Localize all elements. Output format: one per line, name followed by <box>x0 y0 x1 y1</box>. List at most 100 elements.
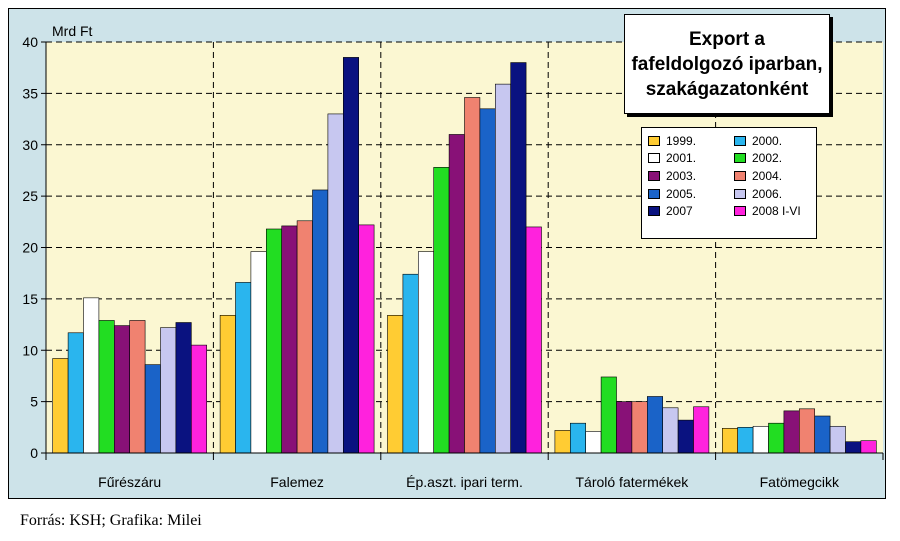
bar <box>358 224 375 454</box>
bar <box>693 406 710 454</box>
legend-label: 1999. <box>666 133 697 148</box>
y-axis-label: Mrd Ft <box>52 23 93 39</box>
bar <box>191 344 208 454</box>
bar <box>829 425 846 454</box>
legend-label: 2008 I-VI <box>752 204 801 219</box>
legend-label: 2006. <box>752 186 783 201</box>
bar <box>129 320 146 454</box>
bar <box>814 415 831 454</box>
bar <box>265 228 282 454</box>
bar <box>144 364 161 454</box>
bar <box>235 282 252 454</box>
x-category-label: Tároló fatermékek <box>575 474 689 490</box>
bar <box>402 273 419 454</box>
legend-swatch <box>734 135 746 146</box>
bar <box>510 62 527 454</box>
legend-label: 2004. <box>752 168 783 183</box>
bar <box>464 97 481 454</box>
legend-label: 2000. <box>752 133 783 148</box>
x-category-label: Fatömegcikk <box>760 474 840 490</box>
legend-item: 2006. <box>734 185 816 203</box>
bar <box>768 422 785 454</box>
bar <box>585 431 602 454</box>
bar <box>219 315 236 454</box>
legend-item: 2004. <box>734 167 816 185</box>
chart-legend: 1999. 2000. 2001. 2002. 2003. 2004. 2005. 2006.… <box>641 127 817 239</box>
bar <box>250 251 267 454</box>
legend-item: 2005. <box>648 185 734 203</box>
y-tick-label: 0 <box>30 445 38 461</box>
bar <box>327 113 344 454</box>
legend-item: 2001. <box>648 150 734 168</box>
bar <box>600 376 617 454</box>
y-tick-label: 40 <box>22 34 38 50</box>
y-tick-label: 30 <box>22 137 38 153</box>
bar <box>342 57 359 454</box>
chart-title-line-1: Export a <box>688 28 766 50</box>
legend-item: 2008 I-VI <box>734 202 816 220</box>
y-tick-label: 35 <box>22 85 38 101</box>
bar <box>631 401 648 454</box>
legend-swatch <box>734 206 746 217</box>
legend-label: 2003. <box>666 168 697 183</box>
bar <box>67 332 84 454</box>
bar <box>83 297 100 454</box>
legend-item: 2002. <box>734 150 816 168</box>
bar <box>494 83 511 454</box>
chart-title-line-2: fafeldolgozó iparban, <box>631 53 823 75</box>
legend-label: 2002. <box>752 151 783 166</box>
legend-swatch <box>734 188 746 199</box>
bar <box>433 167 450 454</box>
y-tick-label: 10 <box>22 342 38 358</box>
bar <box>296 220 313 454</box>
bar <box>312 189 329 454</box>
bar <box>860 440 877 454</box>
bar <box>677 419 694 454</box>
bar <box>783 410 800 454</box>
legend-label: 2001. <box>666 151 697 166</box>
x-category-label: Falemez <box>270 474 324 490</box>
bar <box>721 428 738 454</box>
bar <box>662 407 679 454</box>
legend-swatch <box>734 153 746 164</box>
legend-swatch <box>734 170 746 181</box>
bar <box>52 358 69 454</box>
legend-swatch <box>648 153 660 164</box>
legend-item: 2000. <box>734 132 816 150</box>
legend-swatch <box>648 206 660 217</box>
bar <box>737 427 754 454</box>
bar <box>845 441 862 454</box>
legend-swatch <box>648 170 660 181</box>
legend-item: 2007 <box>648 202 734 220</box>
bar <box>525 226 542 454</box>
bar <box>448 134 465 454</box>
bar <box>160 327 177 454</box>
legend-item: 2003. <box>648 167 734 185</box>
bar <box>417 251 434 454</box>
bar <box>554 430 571 454</box>
y-tick-label: 15 <box>22 291 38 307</box>
legend-item: 1999. <box>648 132 734 150</box>
bar <box>569 422 586 454</box>
legend-swatch <box>648 188 660 199</box>
legend-swatch <box>648 135 660 146</box>
bar <box>646 396 663 454</box>
bar <box>175 322 192 454</box>
bar <box>387 315 404 454</box>
bar <box>752 425 769 454</box>
x-category-label: Fűrészáru <box>98 474 161 490</box>
chart-title-box: Export a fafeldolgozó iparban, szakágaza… <box>624 14 830 114</box>
y-tick-label: 25 <box>22 188 38 204</box>
bar <box>281 225 298 454</box>
legend-label: 2005. <box>666 186 697 201</box>
bar <box>798 408 815 454</box>
y-tick-label: 20 <box>22 240 38 256</box>
source-note: Forrás: KSH; Grafika: Milei <box>20 512 202 529</box>
bar <box>114 325 131 454</box>
y-tick-label: 5 <box>30 394 38 410</box>
x-category-label: Ép.aszt. ipari term. <box>406 474 523 490</box>
chart-title-line-3: szakágazatonként <box>645 78 809 100</box>
bar <box>479 108 496 454</box>
bar <box>616 401 633 454</box>
legend-label: 2007 <box>666 204 693 219</box>
